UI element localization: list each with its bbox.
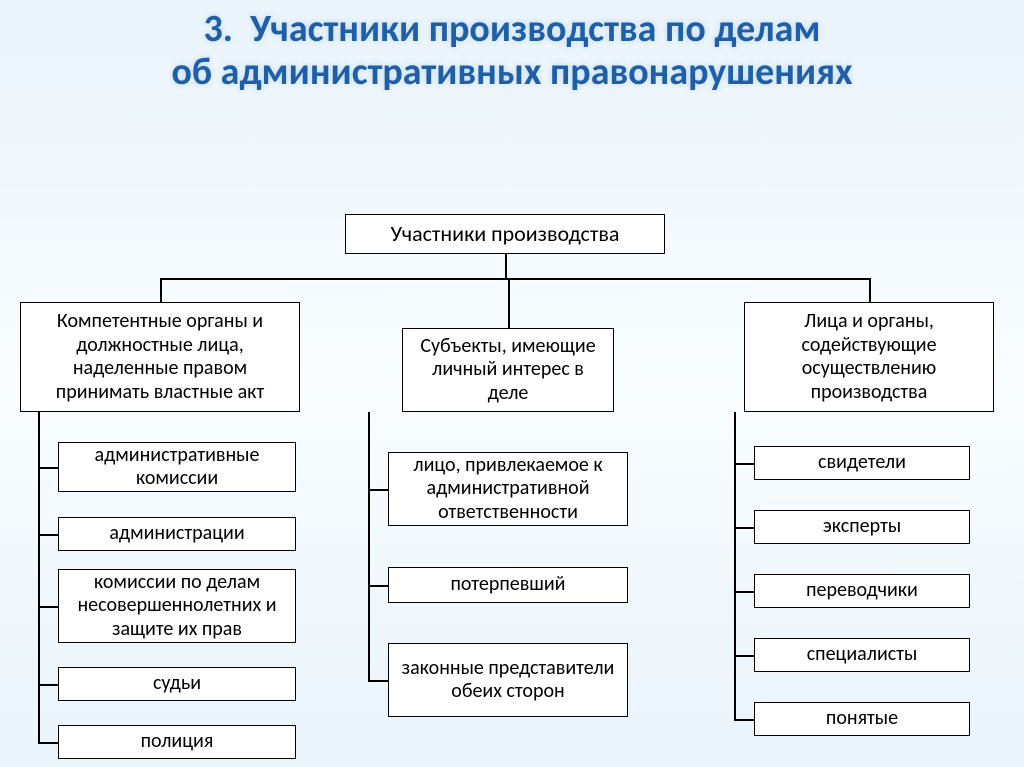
root-box: Участники производства [345,214,665,254]
item-1-2: законные представители обеих сторон [388,643,628,717]
item-1-1: потерпевший [388,567,628,603]
title-number: 3. [203,6,232,52]
item-0-3: судьи [58,667,296,701]
branch-header-2: Лица и органы, содействующие осуществлен… [744,302,994,412]
item-0-4: полиция [58,725,296,759]
item-2-2: переводчики [754,574,970,608]
connector-v [505,254,507,278]
slide-title: 3. Участники производства по делам об ад… [0,0,1024,107]
connector-h [734,527,754,529]
connector-h [734,719,754,721]
connector-v [734,412,736,720]
item-0-1: администрации [58,517,296,551]
title-line1: Участники производства по делам [250,6,820,52]
connector-v [160,278,162,302]
connector-h [38,684,58,686]
connector-h [368,585,388,587]
connector-h [38,606,58,608]
item-2-3: специалисты [754,638,970,672]
item-0-2: комиссии по делам несовершеннолетних и з… [58,569,296,643]
connector-h [734,463,754,465]
connector-v [508,278,510,328]
branch-header-1: Субъекты, имеющие личный интерес в деле [402,328,614,412]
item-2-1: эксперты [754,510,970,544]
connector-h [38,742,58,744]
connector-v [38,412,40,743]
connector-v [869,278,871,302]
connector-h [734,655,754,657]
item-0-0: административные комиссии [58,442,296,492]
connector-h [368,680,388,682]
item-2-0: свидетели [754,446,970,480]
item-1-0: лицо, привлекаемое к административной от… [388,452,628,526]
connector-h [734,591,754,593]
connector-h [368,489,388,491]
branch-header-0: Компетентные органы и должностные лица, … [20,302,300,412]
connector-v [368,412,370,681]
connector-h [38,467,58,469]
connector-h [38,534,58,536]
connector-h [160,278,869,280]
title-line2: об административных правонарушениях [171,49,852,95]
item-2-4: понятые [754,702,970,736]
